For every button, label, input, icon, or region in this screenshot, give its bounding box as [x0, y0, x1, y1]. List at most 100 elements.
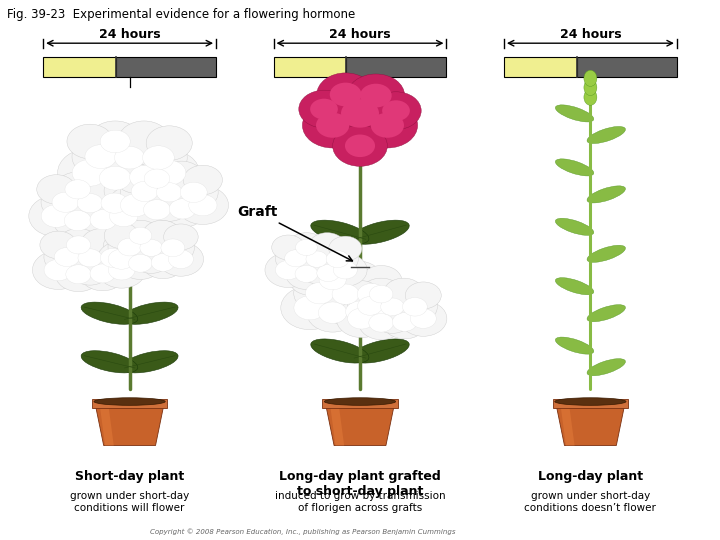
Circle shape: [373, 304, 412, 333]
Circle shape: [119, 247, 162, 279]
Ellipse shape: [311, 280, 369, 303]
Circle shape: [348, 289, 392, 323]
Ellipse shape: [587, 186, 626, 203]
Circle shape: [369, 285, 393, 303]
Circle shape: [146, 175, 192, 210]
Circle shape: [169, 199, 196, 219]
Circle shape: [360, 84, 392, 107]
Circle shape: [130, 165, 161, 189]
Circle shape: [129, 254, 153, 272]
Circle shape: [361, 266, 402, 296]
Text: induced to grow by transmission
of florigen across grafts: induced to grow by transmission of flori…: [275, 491, 445, 514]
Circle shape: [109, 260, 135, 280]
Ellipse shape: [351, 339, 409, 363]
Circle shape: [341, 99, 379, 127]
Circle shape: [120, 220, 161, 251]
Circle shape: [333, 125, 387, 166]
Circle shape: [358, 296, 382, 315]
Circle shape: [184, 165, 222, 194]
Circle shape: [156, 183, 182, 202]
Polygon shape: [95, 405, 163, 446]
Circle shape: [329, 236, 362, 261]
Circle shape: [317, 73, 374, 116]
Circle shape: [381, 298, 404, 315]
Circle shape: [80, 172, 125, 205]
Circle shape: [118, 238, 142, 256]
Circle shape: [284, 250, 307, 267]
Circle shape: [308, 261, 357, 298]
Circle shape: [140, 239, 163, 256]
Ellipse shape: [122, 248, 178, 271]
Circle shape: [54, 247, 80, 267]
Circle shape: [317, 244, 359, 275]
Circle shape: [405, 282, 441, 309]
Circle shape: [159, 161, 204, 194]
Circle shape: [143, 200, 171, 220]
Circle shape: [299, 256, 335, 284]
Circle shape: [294, 296, 326, 320]
Bar: [43, 57, 116, 77]
Circle shape: [108, 185, 163, 226]
Ellipse shape: [587, 305, 626, 322]
Circle shape: [116, 164, 155, 193]
Circle shape: [65, 180, 91, 199]
Circle shape: [332, 284, 359, 305]
Circle shape: [52, 192, 79, 212]
Circle shape: [161, 239, 184, 256]
Circle shape: [382, 305, 427, 339]
Bar: [274, 57, 346, 77]
Circle shape: [44, 259, 73, 281]
Circle shape: [108, 249, 135, 269]
Circle shape: [41, 205, 71, 227]
Text: 24 hours: 24 hours: [99, 28, 161, 40]
Ellipse shape: [94, 398, 166, 406]
Circle shape: [271, 235, 305, 260]
Circle shape: [326, 251, 349, 268]
Circle shape: [97, 241, 145, 278]
Circle shape: [44, 240, 90, 274]
Polygon shape: [330, 405, 344, 446]
Ellipse shape: [351, 280, 409, 303]
Circle shape: [153, 160, 186, 185]
Circle shape: [402, 298, 427, 316]
Circle shape: [141, 246, 184, 279]
Ellipse shape: [587, 359, 626, 376]
Circle shape: [359, 306, 404, 340]
Polygon shape: [99, 405, 114, 446]
Circle shape: [68, 200, 112, 232]
Circle shape: [55, 172, 101, 207]
Text: grown under short-day
conditions will flower: grown under short-day conditions will fl…: [70, 491, 189, 514]
Ellipse shape: [351, 220, 409, 244]
Circle shape: [276, 260, 301, 280]
Circle shape: [371, 92, 421, 130]
Circle shape: [369, 314, 394, 332]
Circle shape: [80, 256, 126, 291]
Ellipse shape: [81, 302, 138, 325]
Bar: [577, 57, 677, 77]
Text: Fig. 39-23  Experimental evidence for a flowering hormone: Fig. 39-23 Experimental evidence for a f…: [7, 8, 356, 21]
Circle shape: [333, 261, 357, 279]
Text: Graft: Graft: [238, 205, 352, 261]
Ellipse shape: [555, 105, 594, 122]
Circle shape: [180, 182, 207, 202]
Circle shape: [384, 278, 424, 308]
Circle shape: [296, 239, 318, 255]
Circle shape: [297, 244, 336, 274]
Circle shape: [354, 287, 408, 328]
Bar: [346, 57, 446, 77]
Circle shape: [81, 228, 122, 260]
Ellipse shape: [122, 302, 178, 325]
Circle shape: [117, 156, 174, 199]
Circle shape: [144, 169, 170, 188]
Circle shape: [371, 113, 404, 138]
Circle shape: [299, 90, 349, 128]
Circle shape: [302, 103, 363, 148]
Circle shape: [308, 233, 346, 261]
Bar: [504, 57, 577, 77]
Ellipse shape: [584, 89, 597, 105]
Circle shape: [104, 222, 139, 248]
Circle shape: [120, 194, 150, 217]
Ellipse shape: [587, 245, 626, 262]
Circle shape: [392, 290, 437, 323]
Circle shape: [323, 291, 368, 325]
